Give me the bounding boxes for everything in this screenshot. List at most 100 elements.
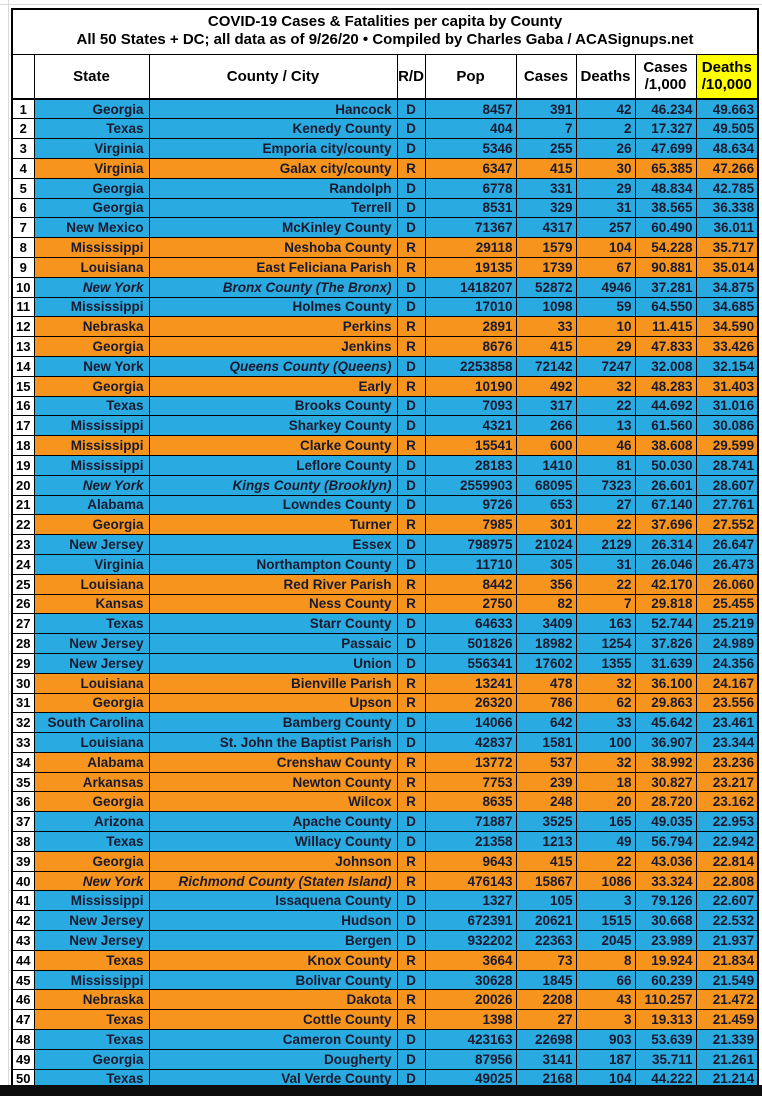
cell-rd: R [396,989,426,1011]
cell-state: Mississippi [33,296,150,318]
table-row: 45 Mississippi Bolivar County D 30628 1845 66 6… [11,969,759,991]
cell-deaths: 22 [575,514,636,536]
cell-deaths-per-10000: 33.426 [695,336,759,357]
cell-deaths: 7323 [575,474,636,496]
cell-county: Holmes County [148,296,398,318]
cell-rd: R [396,514,426,536]
cell-deaths-per-10000: 22.532 [695,910,759,932]
cell-county: Knox County [148,949,398,971]
cell-rd: D [396,890,426,912]
cell-deaths: 22 [575,395,636,417]
cell-pop: 17010 [424,296,517,318]
cell-rd: D [396,1048,426,1070]
cell-deaths: 26 [575,138,636,159]
cell-deaths: 187 [575,1048,636,1070]
cell-pop: 932202 [424,930,517,951]
cell-cases: 21024 [515,534,577,555]
sheet-gridline-horizontal [0,4,762,5]
cell-state: South Carolina [33,712,150,734]
cell-state: Nebraska [33,316,150,338]
cell-deaths: 903 [575,1029,636,1050]
cell-rd: D [396,613,426,635]
cell-rd: D [396,494,426,516]
cell-state: New Jersey [33,633,150,654]
table-row: 38 Texas Willacy County D 21358 1213 49 56.794 2… [11,831,759,852]
cell-pop: 3664 [424,949,517,971]
table-row: 23 New Jersey Essex D 798975 21024 2129 26.314 2… [11,534,759,555]
cell-rank: 1 [11,98,35,120]
cell-county: Galax city/county [148,157,398,179]
cell-cases: 786 [515,692,577,714]
cell-state: Louisiana [33,732,150,753]
cell-cases-per-1000: 42.170 [634,573,697,595]
cell-cases: 20621 [515,910,577,932]
table-row: 47 Texas Cottle County R 1398 27 3 19.313 21.459 [11,1009,759,1031]
cell-deaths-per-10000: 23.556 [695,692,759,714]
header-deaths-per-10000: Deaths /10,000 [695,53,759,101]
cell-state: Georgia [33,197,150,219]
table-row: 18 Mississippi Clarke County R 15541 600 46 38.… [11,435,759,456]
cell-cases: 2168 [515,1068,577,1090]
cell-cases-per-1000: 31.639 [634,652,697,674]
table-row: 3 Virginia Emporia city/county D 5346 255 26 47… [11,138,759,159]
cell-state: Georgia [33,514,150,536]
cell-county: Jenkins [148,336,398,357]
cell-deaths-per-10000: 21.937 [695,930,759,951]
cell-deaths-per-10000: 24.356 [695,652,759,674]
cell-deaths-per-10000: 34.875 [695,276,759,298]
cell-rank: 31 [11,692,35,714]
cell-county: Hancock [148,98,398,120]
cell-rd: R [396,435,426,456]
cell-deaths-per-10000: 28.741 [695,454,759,476]
cell-pop: 2559903 [424,474,517,496]
cell-county: Dougherty [148,1048,398,1070]
cell-rd: D [396,534,426,555]
cell-deaths: 32 [575,751,636,773]
table-row: 36 Georgia Wilcox R 8635 248 20 28.720 23.162 [11,791,759,813]
cell-rank: 6 [11,197,35,219]
cell-pop: 15541 [424,435,517,456]
cell-cases: 331 [515,177,577,199]
cell-rank: 27 [11,613,35,635]
cell-state: Mississippi [33,454,150,476]
cell-pop: 798975 [424,534,517,555]
table-row: 17 Mississippi Sharkey County D 4321 266 13 61.… [11,415,759,437]
cell-deaths-per-10000: 23.461 [695,712,759,734]
cell-rank: 11 [11,296,35,318]
cell-pop: 26320 [424,692,517,714]
cell-rd: R [396,316,426,338]
cell-county: Ness County [148,593,398,615]
cell-pop: 10190 [424,375,517,397]
table-row: 33 Louisiana St. John the Baptist Parish D 4… [11,732,759,753]
cell-cases: 356 [515,573,577,595]
table-row: 6 Georgia Terrell D 8531 329 31 38.565 36.338 [11,197,759,219]
cell-rd: D [396,633,426,654]
cell-cases-per-1000: 26.314 [634,534,697,555]
table-row: 39 Georgia Johnson R 9643 415 22 43.036 22.814 [11,850,759,872]
cell-cases: 305 [515,553,577,575]
cell-county: Union [148,652,398,674]
cell-county: Emporia city/county [148,138,398,159]
cell-rd: D [396,118,426,140]
cell-deaths-per-10000: 31.016 [695,395,759,417]
cell-state: Georgia [33,791,150,813]
cell-county: Essex [148,534,398,555]
cell-deaths: 4946 [575,276,636,298]
cell-deaths: 29 [575,336,636,357]
cell-pop: 29118 [424,237,517,258]
cell-deaths-per-10000: 42.785 [695,177,759,199]
table-row: 13 Georgia Jenkins R 8676 415 29 47.833 33.426 [11,336,759,357]
cell-rank: 40 [11,870,35,892]
cell-cases: 73 [515,949,577,971]
header-state: State [33,53,150,101]
cell-deaths: 163 [575,613,636,635]
cell-deaths-per-10000: 21.549 [695,969,759,991]
cell-state: Louisiana [33,256,150,278]
cell-rd: D [396,652,426,674]
cell-deaths: 165 [575,811,636,833]
cell-pop: 8457 [424,98,517,120]
table-row: 44 Texas Knox County R 3664 73 8 19.924 21.834 [11,949,759,971]
cell-cases: 18982 [515,633,577,654]
header-cases-per-1000: Cases /1,000 [634,53,697,101]
cell-deaths-per-10000: 36.338 [695,197,759,219]
